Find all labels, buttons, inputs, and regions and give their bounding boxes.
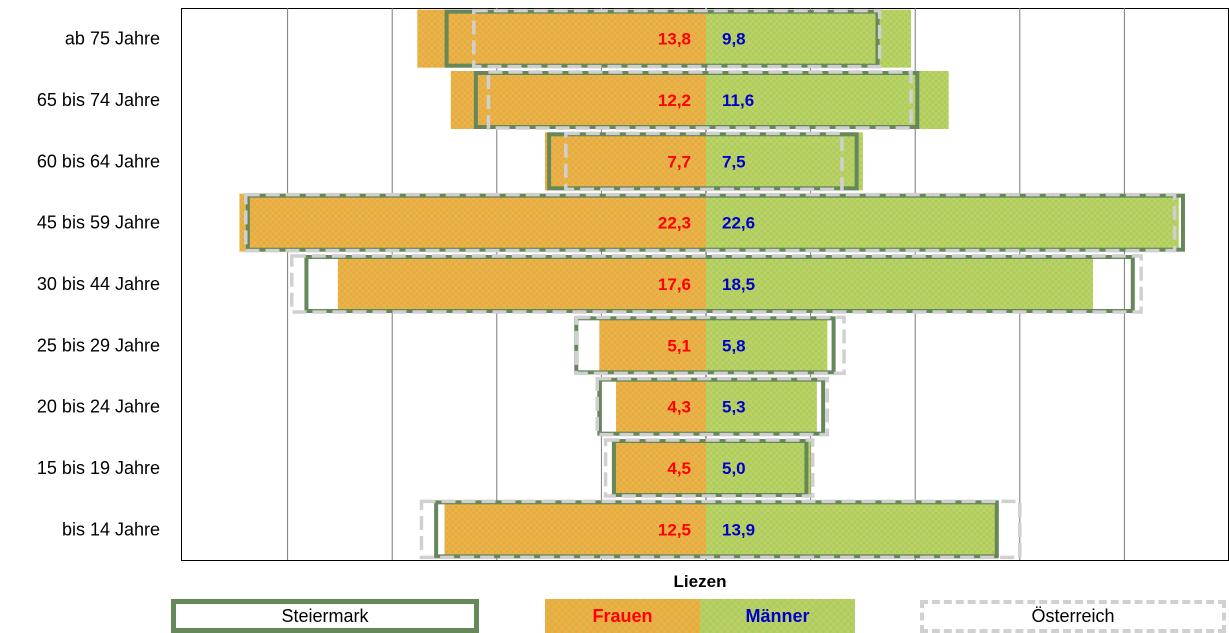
value-label-maenner: 18,5 — [722, 275, 755, 294]
legend-steiermark: Steiermark — [171, 599, 479, 633]
value-label-maenner: 22,6 — [722, 214, 755, 233]
category-label: 60 bis 64 Jahre — [37, 151, 160, 171]
category-label: 25 bis 29 Jahre — [37, 335, 160, 355]
value-label-frauen: 4,3 — [667, 398, 691, 417]
bar-frauen — [612, 439, 706, 497]
bar-frauen — [239, 194, 706, 252]
value-label-frauen: 12,5 — [658, 520, 691, 539]
value-label-frauen: 7,7 — [667, 152, 691, 171]
value-label-frauen: 17,6 — [658, 275, 691, 294]
legend-oesterreich-label: Österreich — [1031, 606, 1114, 627]
category-label: 15 bis 19 Jahre — [37, 458, 160, 478]
bar-layer — [239, 10, 1178, 559]
value-label-frauen: 4,5 — [667, 459, 691, 478]
value-label-maenner: 5,0 — [722, 459, 746, 478]
legend-frauen: Frauen — [545, 599, 700, 633]
bar-maenner — [706, 255, 1093, 313]
category-label: ab 75 Jahre — [65, 29, 160, 49]
value-label-frauen: 13,8 — [658, 30, 691, 49]
value-label-maenner: 11,6 — [722, 91, 754, 110]
bar-maenner — [706, 194, 1179, 252]
value-label-maenner: 9,8 — [722, 30, 746, 49]
category-label: 20 bis 24 Jahre — [37, 397, 160, 417]
legend-maenner: Männer — [700, 599, 855, 633]
value-label-maenner: 5,3 — [722, 398, 746, 417]
value-label-maenner: 5,8 — [722, 336, 746, 355]
value-label-maenner: 13,9 — [722, 520, 755, 539]
category-label: 30 bis 44 Jahre — [37, 274, 160, 294]
bar-frauen — [616, 378, 706, 436]
value-label-frauen: 12,2 — [658, 91, 691, 110]
category-label: 45 bis 59 Jahre — [37, 213, 160, 233]
legend-maenner-label: Männer — [745, 606, 809, 627]
bar-frauen — [338, 255, 706, 313]
value-label-frauen: 22,3 — [658, 214, 691, 233]
value-label-frauen: 5,1 — [667, 336, 691, 355]
legend-liezen: Frauen Männer — [545, 599, 855, 633]
region-title: Liezen — [545, 572, 855, 592]
legend-steiermark-label: Steiermark — [281, 606, 368, 627]
value-label-maenner: 7,5 — [722, 152, 746, 171]
category-label: bis 14 Jahre — [62, 519, 160, 539]
legend-frauen-label: Frauen — [592, 606, 652, 627]
category-label: 65 bis 74 Jahre — [37, 90, 160, 110]
legend-oesterreich: Österreich — [920, 600, 1226, 633]
